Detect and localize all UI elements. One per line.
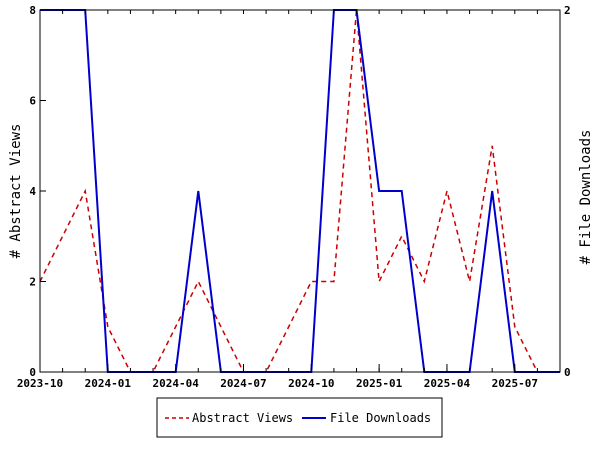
x-tick-label: 2024-07: [220, 377, 266, 390]
x-tick-label: 2024-10: [288, 377, 334, 390]
y-right-axis-title: # File Downloads: [578, 130, 594, 265]
series-line-abstract-views: [39, 9, 539, 373]
x-tick-label: 2025-01: [356, 377, 403, 390]
legend-label-abstract-views: Abstract Views: [192, 411, 293, 425]
plot-frame: [39, 9, 561, 373]
x-tick-label: 2024-04: [152, 377, 199, 390]
legend-label-file-downloads: File Downloads: [330, 411, 431, 425]
y-right-tick-label: 2: [564, 4, 571, 17]
x-tick-label: 2025-07: [492, 377, 538, 390]
series-line-file-downloads: [40, 9, 560, 373]
series-layer: [39, 9, 560, 373]
y-left-tick-label: 8: [29, 4, 36, 17]
y-left-tick-label: 2: [29, 276, 36, 289]
x-tick-label: 2025-04: [424, 377, 471, 390]
x-tick-label: 2024-01: [85, 377, 132, 390]
y-right-tick-label: 0: [564, 366, 571, 379]
y-left-tick-label: 4: [29, 185, 36, 198]
axes-layer: 2023-10 2024-01 2024-04 2024-07 2024-10 2025-…: [17, 4, 571, 390]
legend: Abstract Views File Downloads: [156, 397, 443, 438]
y-left-tick-label: 6: [29, 95, 36, 108]
legend-box: [156, 397, 443, 438]
y-left-axis-title: # Abstract Views: [8, 124, 24, 259]
y-left-tick-label: 0: [29, 366, 36, 379]
x-tick-label: 2023-10: [17, 377, 63, 390]
